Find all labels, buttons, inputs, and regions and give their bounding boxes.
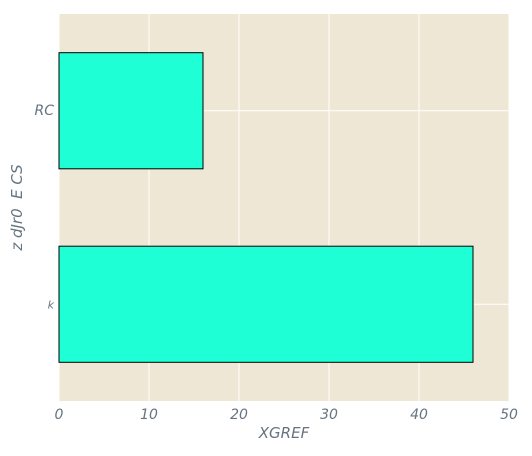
x-tick-label: 50: [500, 407, 518, 423]
x-axis-label: XGREF: [258, 424, 310, 442]
x-tick-label: 30: [320, 407, 338, 423]
bars: [58, 52, 474, 363]
y-tick-label: RC: [34, 103, 54, 119]
x-tick-labels: 0 10 20 30 40 50: [55, 407, 518, 423]
x-tick-label: 0: [55, 407, 64, 423]
x-tick-label: 40: [410, 407, 428, 423]
bar-rc: [58, 52, 204, 170]
x-tick-label: 10: [140, 407, 158, 423]
y-tick-labels: k RC: [34, 103, 54, 312]
y-tick-label: k: [48, 298, 55, 311]
bar-k: [58, 245, 474, 363]
y-axis-label: z dJr0 E CS: [8, 164, 26, 252]
x-tick-label: 20: [230, 407, 248, 423]
